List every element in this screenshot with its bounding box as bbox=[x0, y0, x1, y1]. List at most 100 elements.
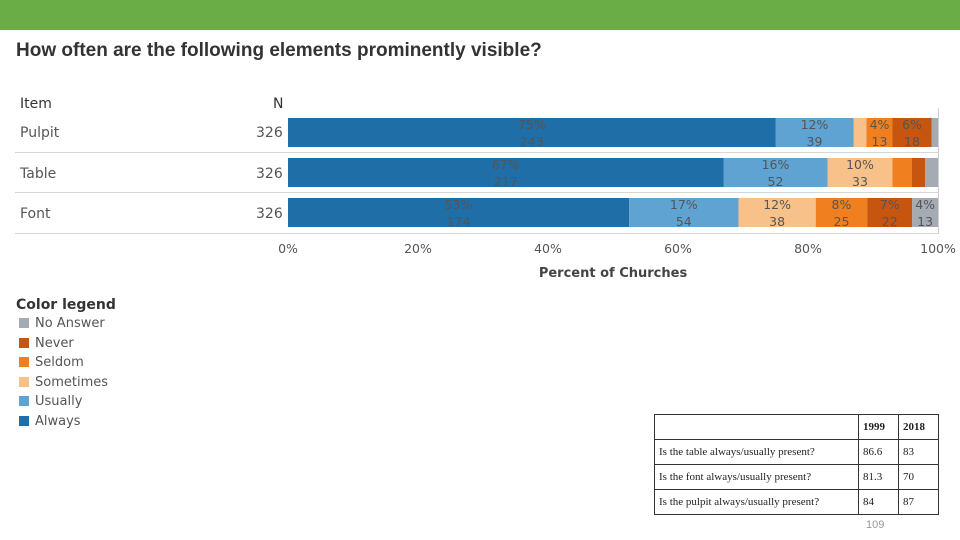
data-label-count: 38 bbox=[769, 214, 785, 229]
legend-swatch bbox=[19, 318, 29, 328]
table-header-cell bbox=[654, 414, 859, 440]
data-label-percent: 12% bbox=[763, 197, 791, 212]
data-label-percent: 16% bbox=[762, 157, 790, 172]
data-label-count: 52 bbox=[768, 174, 784, 189]
bar-table-sometimes bbox=[827, 158, 893, 187]
legend-label: No Answer bbox=[35, 316, 105, 331]
row-divider bbox=[15, 233, 939, 234]
table-cell: 87 bbox=[898, 489, 939, 515]
data-label-count: 22 bbox=[882, 214, 898, 229]
data-label-percent: 17% bbox=[670, 197, 698, 212]
data-label-count: 54 bbox=[676, 214, 692, 229]
legend-title: Color legend bbox=[16, 297, 116, 313]
table-cell: 81.3 bbox=[858, 464, 899, 490]
table-row: Is the table always/usually present? 86.… bbox=[654, 439, 939, 465]
table-cell: 84 bbox=[858, 489, 899, 515]
x-tick-label: 20% bbox=[404, 241, 432, 256]
legend-swatch bbox=[19, 415, 29, 426]
x-tick-label: 100% bbox=[920, 241, 956, 256]
legend-swatch bbox=[19, 376, 29, 387]
bar-pulpit-no-answer bbox=[931, 118, 938, 147]
data-label-percent: 75% bbox=[518, 117, 546, 132]
row-label-table: Table bbox=[20, 166, 57, 182]
table-header-cell: 1999 bbox=[858, 414, 899, 440]
stacked-bar-chart: 75% 243 12% 39 4% 13 6% 18 67% 217 16% 52 10% 33 53% 17… bbox=[278, 108, 956, 281]
bar-font-always bbox=[288, 198, 630, 227]
legend-swatch bbox=[19, 357, 29, 367]
bar-font-seldom bbox=[815, 198, 868, 227]
bar-table-seldom bbox=[892, 158, 912, 187]
row-n-font: 326 bbox=[256, 206, 283, 222]
data-label-percent: 67% bbox=[492, 157, 520, 172]
row-n-table: 326 bbox=[256, 166, 283, 182]
x-tick-label: 0% bbox=[278, 241, 298, 256]
legend-item-seldom: Seldom bbox=[19, 355, 84, 370]
data-label-percent: 4% bbox=[915, 197, 935, 212]
table-cell: Is the pulpit always/usually present? bbox=[654, 489, 859, 515]
x-tick-label: 80% bbox=[794, 241, 822, 256]
legend-item-sometimes: Sometimes bbox=[19, 375, 108, 390]
top-banner bbox=[0, 0, 960, 30]
row-n-pulpit: 326 bbox=[256, 125, 283, 141]
bar-font-no-answer bbox=[912, 198, 938, 227]
legend-item-always: Always bbox=[19, 414, 81, 429]
table-header-cell: 2018 bbox=[898, 414, 939, 440]
table-cell: 86.6 bbox=[858, 439, 899, 465]
data-label-percent: 6% bbox=[902, 117, 922, 132]
legend-label: Always bbox=[35, 413, 81, 429]
data-label-count: 217 bbox=[494, 174, 518, 189]
data-label-count: 243 bbox=[520, 134, 544, 149]
x-tick-label: 40% bbox=[534, 241, 562, 256]
bar-pulpit-sometimes bbox=[853, 118, 867, 147]
legend-label: Usually bbox=[35, 394, 83, 409]
page-number: 109 bbox=[866, 519, 885, 531]
table-cell: 83 bbox=[898, 439, 939, 465]
data-label-count: 25 bbox=[834, 214, 850, 229]
bar-table-never bbox=[912, 158, 925, 187]
legend-item-never: Never bbox=[19, 336, 74, 351]
bar-pulpit-always bbox=[288, 118, 776, 147]
bar-table-no-answer bbox=[925, 158, 938, 187]
legend-item-usually: Usually bbox=[19, 394, 82, 409]
table-row: Is the font always/usually present? 81.3… bbox=[654, 464, 939, 490]
x-tick-label: 60% bbox=[664, 241, 692, 256]
legend-label: Sometimes bbox=[35, 374, 109, 390]
bar-pulpit-usually bbox=[775, 118, 854, 147]
legend-swatch bbox=[19, 337, 29, 348]
legend-label: Never bbox=[35, 335, 74, 351]
data-label-count: 13 bbox=[917, 214, 933, 229]
data-label-count: 18 bbox=[904, 134, 920, 149]
row-divider bbox=[15, 152, 939, 153]
data-label-percent: 4% bbox=[870, 117, 890, 132]
table-cell: Is the table always/usually present? bbox=[654, 439, 859, 465]
data-label-percent: 53% bbox=[445, 197, 473, 212]
table-header-row: 1999 2018 bbox=[654, 414, 939, 440]
legend-swatch bbox=[19, 396, 29, 406]
data-label-percent: 12% bbox=[801, 117, 829, 132]
bar-font-sometimes bbox=[738, 198, 816, 227]
bar-font-usually bbox=[629, 198, 739, 227]
row-label-font: Font bbox=[20, 206, 51, 222]
data-label-percent: 10% bbox=[846, 157, 874, 172]
bar-pulpit-never bbox=[892, 118, 932, 147]
data-label-percent: 7% bbox=[880, 197, 900, 212]
item-column-header: Item bbox=[20, 96, 52, 112]
data-label-count: 13 bbox=[872, 134, 888, 149]
legend-item-no-answer: No Answer bbox=[19, 316, 105, 331]
bar-table-usually bbox=[723, 158, 828, 187]
x-axis-title: Percent of Churches bbox=[539, 266, 688, 281]
table-row: Is the pulpit always/usually present? 84… bbox=[654, 489, 939, 515]
data-label-count: 39 bbox=[807, 134, 823, 149]
data-label-count: 174 bbox=[447, 214, 471, 229]
data-label-percent: 8% bbox=[832, 197, 852, 212]
n-column-header: N bbox=[273, 96, 284, 112]
bar-table-always bbox=[288, 158, 724, 187]
comparison-table: 1999 2018 Is the table always/usually pr… bbox=[654, 414, 939, 515]
table-cell: 70 bbox=[898, 464, 939, 490]
bar-pulpit-seldom bbox=[866, 118, 893, 147]
table-cell: Is the font always/usually present? bbox=[654, 464, 859, 490]
data-label-count: 33 bbox=[852, 174, 868, 189]
row-label-pulpit: Pulpit bbox=[20, 125, 60, 141]
page-title: How often are the following elements pro… bbox=[16, 40, 542, 61]
legend-label: Seldom bbox=[35, 355, 84, 370]
